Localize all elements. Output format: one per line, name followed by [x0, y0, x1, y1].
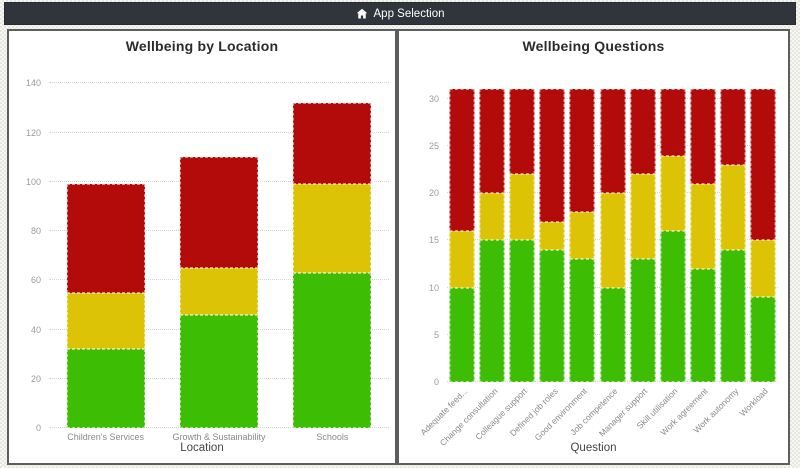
bar-segment-red[interactable] — [630, 89, 656, 175]
chart-panel-wellbeing-questions: Wellbeing Questions Adequate feed... Chan… — [397, 29, 790, 465]
y-axis-tick-label: 0 — [433, 377, 439, 387]
x-axis-labels: Adequate feed... Change consultation Colle… — [418, 382, 778, 448]
bar-segment-green[interactable] — [539, 249, 565, 382]
bar-segment-red[interactable] — [600, 89, 625, 194]
plot-area: Children's Services Growth & Sustainabili… — [26, 71, 389, 442]
bar-segment-yellow[interactable] — [630, 174, 656, 260]
bar-segment-green[interactable] — [630, 259, 656, 382]
bar-segment-yellow[interactable] — [180, 268, 258, 315]
y-axis-tick-label: 120 — [25, 127, 41, 138]
bar-segment-red[interactable] — [479, 89, 505, 194]
y-axis-tick-label: 80 — [30, 226, 41, 237]
y-axis-tick-label: 140 — [25, 78, 41, 89]
navbar-item-app-selection[interactable]: App Selection — [373, 7, 445, 20]
stacked-bar-growth-sustainability[interactable] — [180, 157, 258, 428]
x-axis-label-growth-sustainability: Growth & Sustainability — [172, 432, 266, 442]
stacked-bar-adequate-feed[interactable] — [449, 89, 475, 382]
bar-segment-yellow[interactable] — [449, 231, 475, 288]
stacked-bar-skill-utilisation[interactable] — [660, 89, 686, 382]
stacked-bar-work-autonomy[interactable] — [720, 89, 746, 382]
dashboard-body: Wellbeing by Location Children's Service… — [0, 29, 800, 465]
bar-segment-red[interactable] — [690, 89, 716, 184]
y-axis-tick-label: 60 — [30, 275, 41, 286]
y-axis-tick-label: 40 — [30, 324, 41, 335]
y-axis-tick-label: 5 — [433, 329, 439, 340]
x-axis-label-children-s-services: Children's Services — [67, 432, 145, 442]
bar-segment-yellow[interactable] — [600, 193, 625, 288]
x-axis-label-colleague-support: Colleague support — [473, 386, 530, 442]
x-axis-label-schools: Schools — [316, 432, 349, 442]
y-axis-tick-label: 20 — [428, 188, 439, 199]
stacked-bar-colleague-support[interactable] — [509, 89, 535, 382]
bar-segment-green[interactable] — [66, 349, 145, 428]
stacked-bar-work-agreement[interactable] — [690, 89, 716, 382]
stacked-bar-schools[interactable] — [293, 103, 372, 428]
y-axis-tick-label: 15 — [428, 235, 439, 246]
x-axis-label-workload: Workload — [737, 386, 771, 419]
bar-segment-yellow[interactable] — [509, 174, 535, 241]
bar-segment-red[interactable] — [569, 89, 595, 213]
bar-segment-red[interactable] — [66, 184, 145, 293]
bar-segment-yellow[interactable] — [660, 155, 686, 231]
stacked-bar-job-competence[interactable] — [600, 89, 625, 382]
bar-segment-yellow[interactable] — [569, 212, 595, 260]
bar-segment-yellow[interactable] — [539, 221, 565, 250]
stacked-bar-change-consultation[interactable] — [479, 89, 505, 382]
bar-segment-yellow[interactable] — [66, 292, 145, 350]
bar-segment-green[interactable] — [750, 297, 776, 382]
bar-segment-green[interactable] — [720, 249, 746, 382]
bar-segment-red[interactable] — [293, 103, 372, 185]
navbar: App Selection — [4, 2, 796, 25]
chart-title: Wellbeing Questions — [522, 38, 665, 54]
stacked-bar-manager-support[interactable] — [630, 89, 656, 382]
bar-segment-green[interactable] — [569, 259, 595, 382]
y-axis-tick-label: 10 — [428, 282, 439, 293]
bar-segment-yellow[interactable] — [479, 193, 505, 241]
chart-title: Wellbeing by Location — [125, 38, 279, 54]
plot-area: Adequate feed... Change consultation Colle… — [418, 80, 778, 448]
y-axis-tick-label: 0 — [35, 423, 41, 433]
bar-segment-green[interactable] — [180, 314, 258, 428]
bar-segment-red[interactable] — [660, 89, 686, 156]
stacked-bar-good-environment[interactable] — [569, 89, 595, 382]
bar-segment-green[interactable] — [690, 268, 716, 382]
bar-segment-yellow[interactable] — [750, 240, 776, 298]
bar-segment-red[interactable] — [750, 89, 776, 241]
y-axis-tick-label: 25 — [428, 141, 439, 152]
x-axis-title: Question — [570, 442, 617, 454]
bar-segment-green[interactable] — [509, 240, 535, 382]
bar-segment-yellow[interactable] — [720, 164, 746, 250]
bar-segment-green[interactable] — [660, 231, 686, 382]
y-axis-tick-label: 100 — [25, 176, 41, 187]
bar-segment-red[interactable] — [539, 89, 565, 222]
bar-segment-red[interactable] — [449, 89, 475, 231]
stacked-bar-children-s-services[interactable] — [66, 184, 145, 428]
bar-segment-yellow[interactable] — [690, 183, 716, 269]
stacked-bar-workload[interactable] — [750, 89, 776, 382]
y-axis-tick-label: 30 — [428, 93, 439, 104]
bar-segment-red[interactable] — [720, 89, 746, 165]
x-axis-title: Location — [180, 442, 224, 454]
home-icon — [356, 8, 368, 20]
bar-segment-green[interactable] — [293, 272, 372, 428]
gridline: 120 — [26, 128, 389, 138]
bar-segment-red[interactable] — [180, 157, 258, 268]
bar-segment-green[interactable] — [449, 287, 475, 382]
bar-segment-yellow[interactable] — [293, 184, 372, 273]
bar-segment-red[interactable] — [509, 89, 535, 175]
bar-segment-green[interactable] — [600, 287, 625, 382]
bar-segment-green[interactable] — [479, 240, 505, 382]
y-axis-tick-label: 20 — [30, 373, 41, 384]
chart-panel-wellbeing-by-location: Wellbeing by Location Children's Service… — [7, 29, 397, 465]
x-axis-labels: Children's Services Growth & Sustainabili… — [49, 428, 389, 468]
gridline: 140 — [26, 78, 389, 88]
x-axis-label-good-environment: Good environment — [532, 386, 590, 443]
stacked-bar-defined-job-roles[interactable] — [539, 89, 565, 382]
